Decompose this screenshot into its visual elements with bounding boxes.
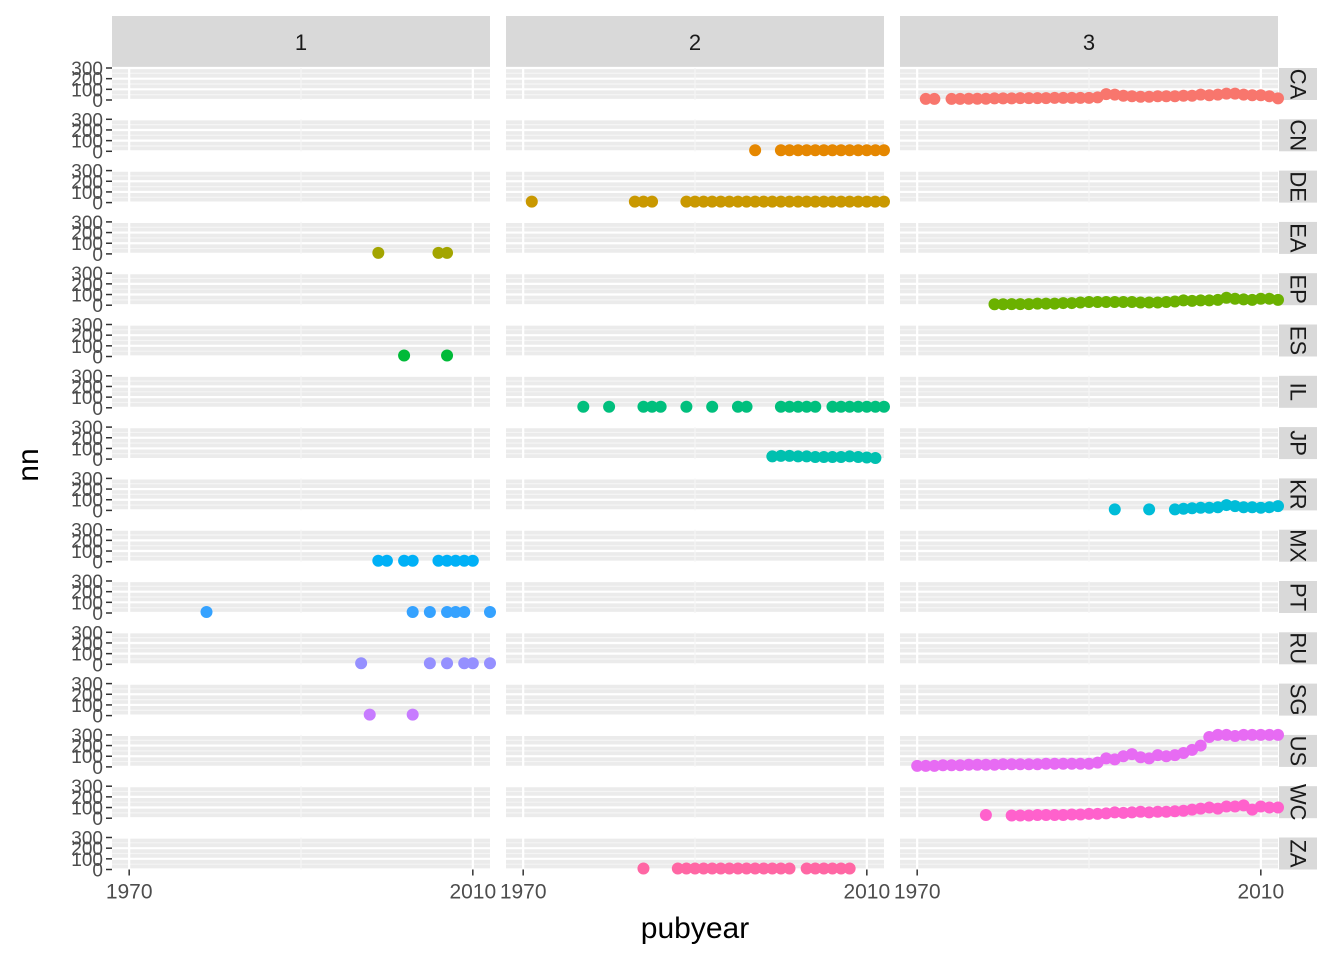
data-point-RU [467, 657, 479, 669]
data-point-IL [706, 401, 718, 413]
x-tick-label: 2010 [449, 881, 496, 904]
data-point-CA [1272, 92, 1284, 104]
data-point-MX [381, 555, 393, 567]
y-tick-label: 300 [71, 110, 103, 131]
data-point-RU [484, 657, 496, 669]
data-point-IL [603, 401, 615, 413]
data-point-WC [1272, 802, 1284, 814]
y-tick-label: 300 [71, 418, 103, 439]
row-strip-label-KR: KR [1286, 479, 1311, 510]
data-point-PT [484, 606, 496, 618]
data-point-DE [526, 196, 538, 208]
y-tick-label: 300 [71, 367, 103, 388]
data-point-MX [467, 555, 479, 567]
data-point-ZA [637, 863, 649, 875]
data-point-CN [749, 144, 761, 156]
y-tick-label: 300 [71, 726, 103, 747]
data-point-SG [407, 709, 419, 721]
data-point-ZA [784, 863, 796, 875]
data-point-ES [398, 350, 410, 362]
y-tick-label: 300 [71, 675, 103, 696]
row-strip-label-DE: DE [1286, 171, 1311, 202]
y-tick-label: 300 [71, 264, 103, 285]
data-point-KR [1272, 500, 1284, 512]
data-point-DE [878, 196, 890, 208]
x-tick-label: 1970 [106, 881, 153, 904]
y-tick-label: 300 [71, 829, 103, 850]
data-point-IL [809, 401, 821, 413]
y-tick-label: 300 [71, 316, 103, 337]
row-strip-label-JP: JP [1286, 430, 1311, 456]
row-strip-label-PT: PT [1286, 583, 1311, 611]
data-point-EA [441, 247, 453, 259]
column-strip-label-1: 1 [295, 30, 307, 55]
row-strip-label-CN: CN [1286, 119, 1311, 151]
row-strip-label-SG: SG [1286, 684, 1311, 716]
x-tick-label: 1970 [894, 881, 941, 904]
row-strip-label-ZA: ZA [1286, 839, 1311, 867]
row-strip-label-ES: ES [1286, 326, 1311, 355]
row-strip-label-EP: EP [1286, 275, 1311, 304]
row-strip-label-CA: CA [1286, 69, 1311, 100]
data-point-IL [741, 401, 753, 413]
row-strip-label-EA: EA [1286, 223, 1311, 253]
data-point-RU [424, 657, 436, 669]
column-strip-label-2: 2 [689, 30, 701, 55]
data-point-PT [407, 606, 419, 618]
row-strip-label-IL: IL [1286, 383, 1311, 401]
row-strip-label-US: US [1286, 736, 1311, 767]
y-tick-label: 300 [71, 777, 103, 798]
data-point-PT [458, 606, 470, 618]
data-point-IL [878, 401, 890, 413]
data-point-IL [680, 401, 692, 413]
data-point-US [1195, 740, 1207, 752]
data-point-KR [1109, 503, 1121, 515]
y-tick-label: 300 [71, 59, 103, 80]
data-point-SG [364, 709, 376, 721]
y-tick-label: 300 [71, 572, 103, 593]
data-point-KR [1143, 503, 1155, 515]
data-point-RU [441, 657, 453, 669]
data-point-EP [1272, 294, 1284, 306]
y-tick-label: 300 [71, 213, 103, 234]
data-point-MX [407, 555, 419, 567]
x-tick-label: 2010 [1237, 881, 1284, 904]
data-point-IL [655, 401, 667, 413]
data-point-RU [355, 657, 367, 669]
data-point-JP [869, 452, 881, 464]
x-tick-label: 1970 [500, 881, 547, 904]
row-strip-label-MX: MX [1286, 529, 1311, 562]
data-point-US [1272, 729, 1284, 741]
data-point-CN [878, 144, 890, 156]
x-tick-label: 2010 [843, 881, 890, 904]
data-point-CA [928, 93, 940, 105]
row-strip-label-RU: RU [1286, 632, 1311, 664]
data-point-WC [980, 809, 992, 821]
data-point-PT [201, 606, 213, 618]
y-tick-label: 300 [71, 623, 103, 644]
row-strip-label-WC: WC [1286, 784, 1311, 821]
y-tick-label: 300 [71, 162, 103, 183]
data-point-DE [646, 196, 658, 208]
y-tick-label: 300 [71, 469, 103, 490]
column-strip-label-3: 3 [1083, 30, 1095, 55]
data-point-PT [424, 606, 436, 618]
y-tick-label: 300 [71, 521, 103, 542]
data-point-IL [577, 401, 589, 413]
data-point-EA [372, 247, 384, 259]
x-axis-title: pubyear [641, 912, 749, 945]
y-axis-title: nn [12, 448, 45, 481]
data-point-ES [441, 350, 453, 362]
data-point-ZA [844, 863, 856, 875]
